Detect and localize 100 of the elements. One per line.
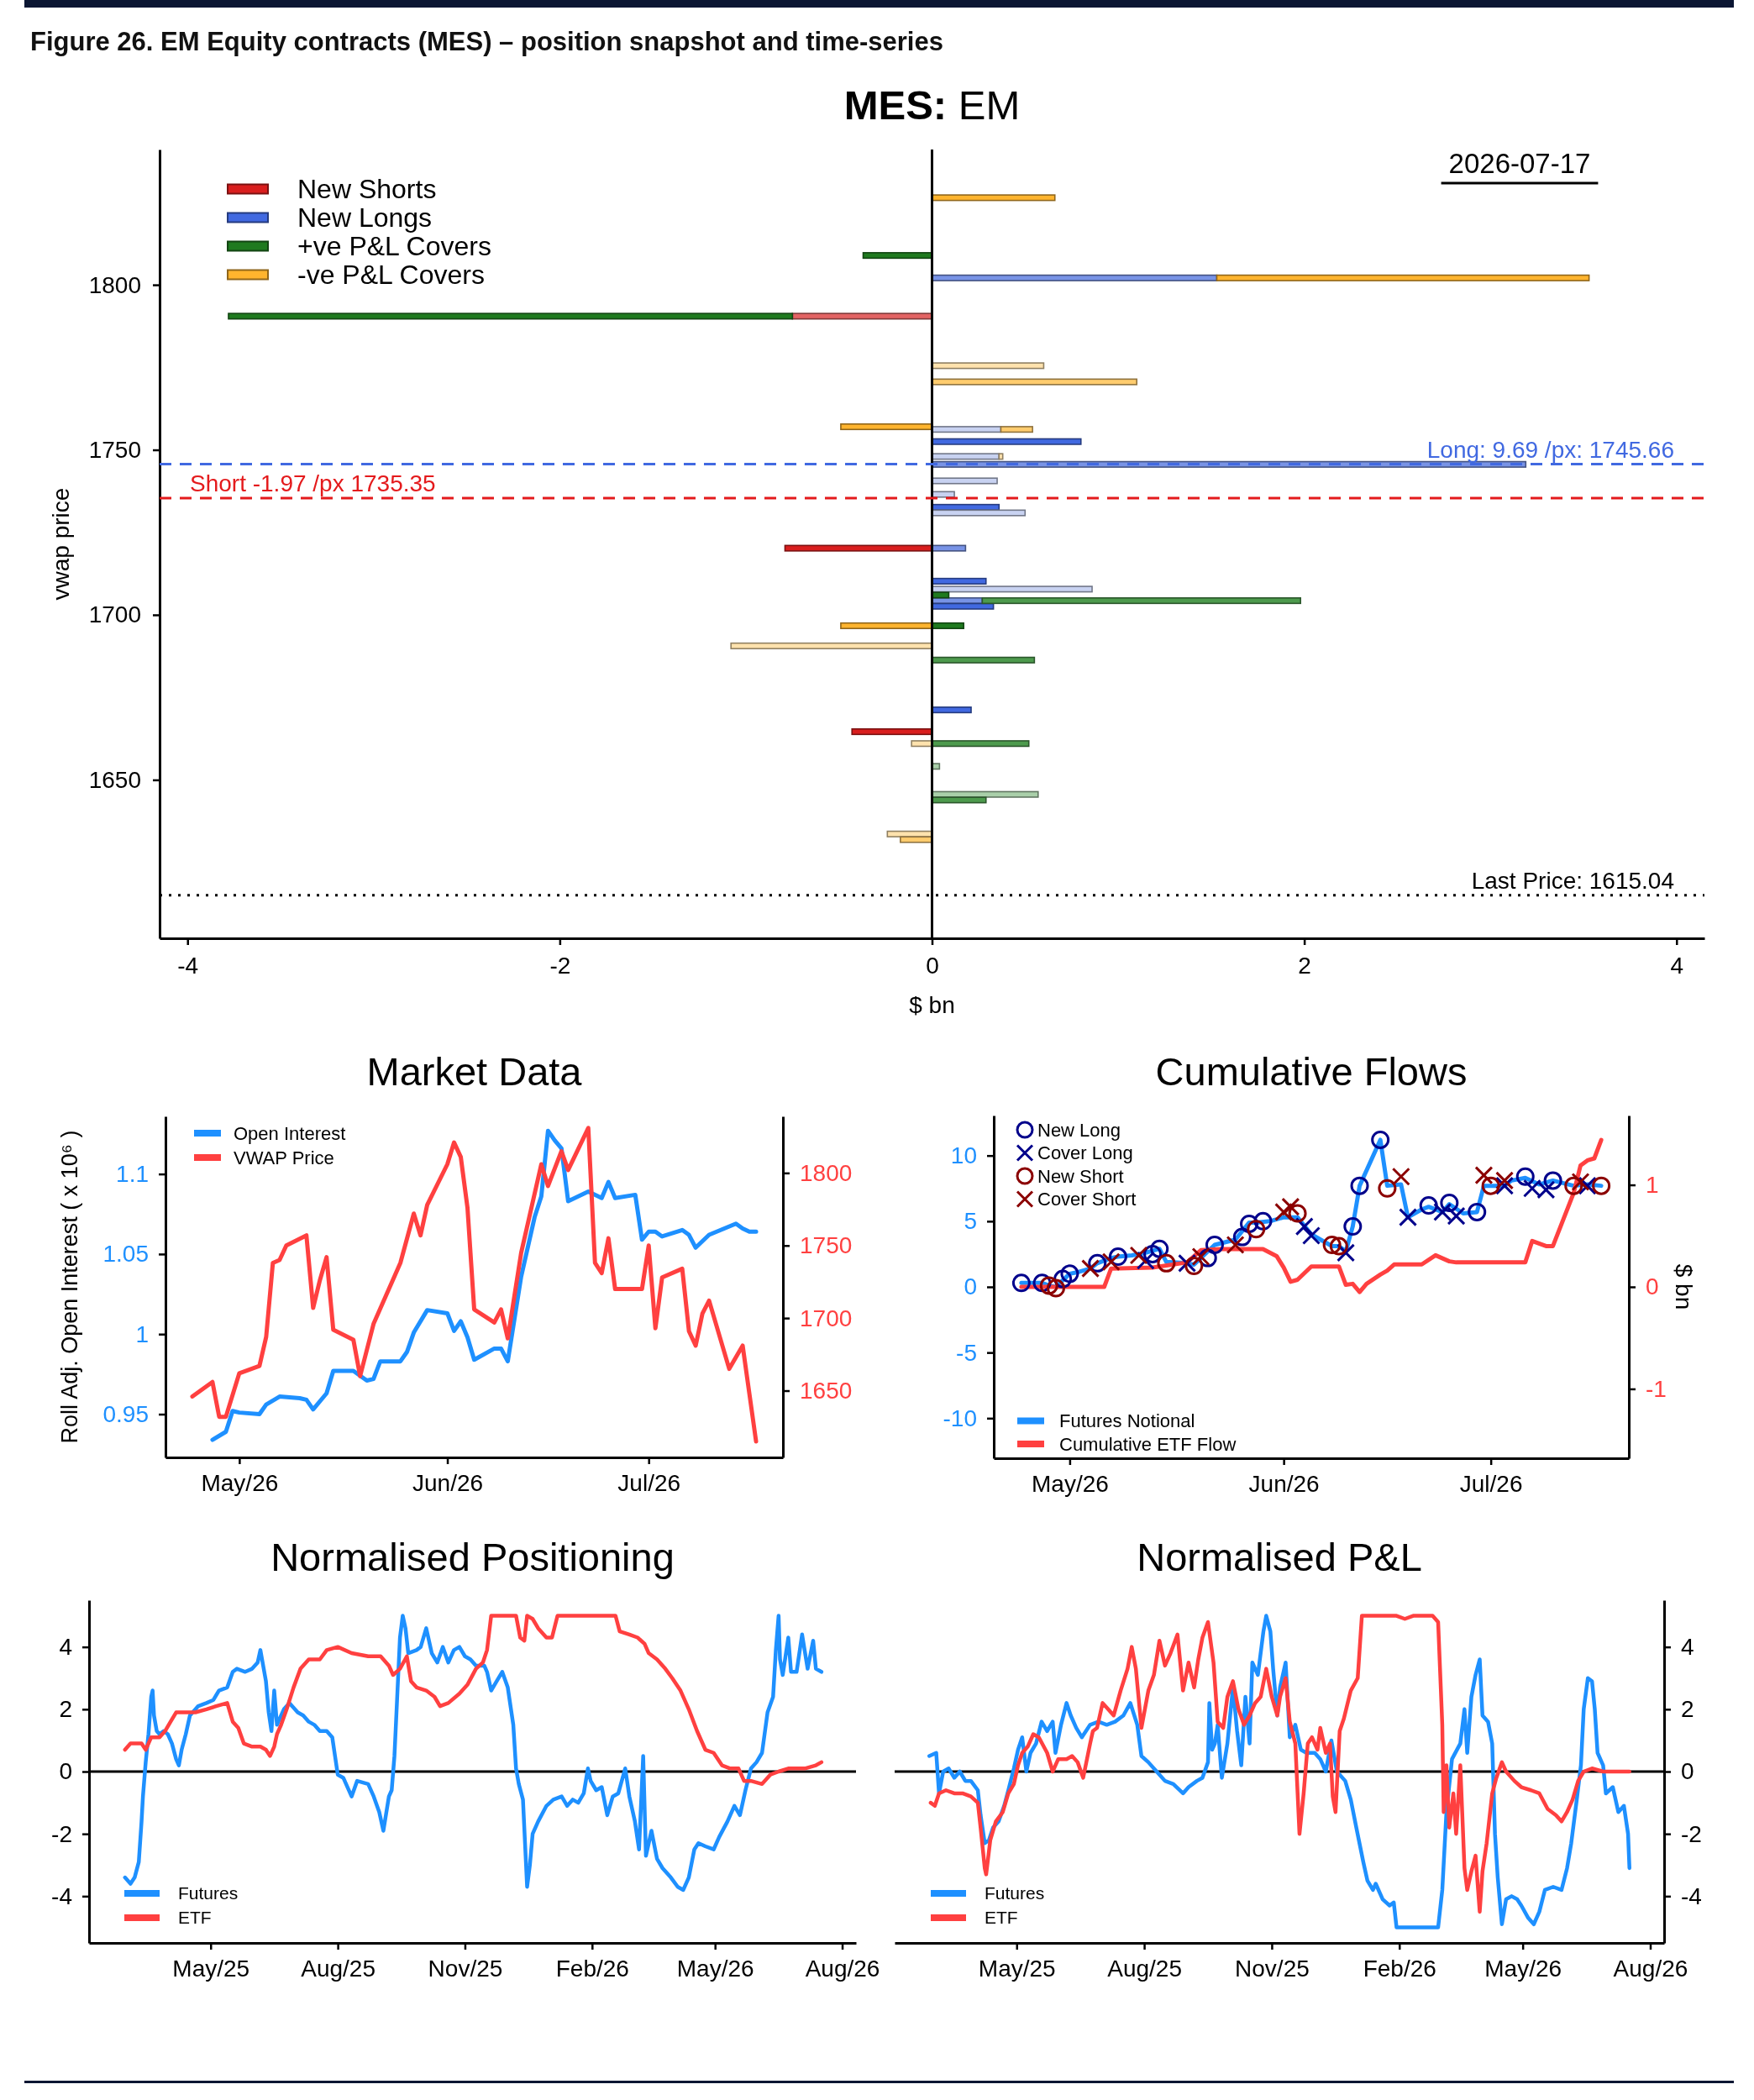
y-tick-label: 0	[59, 1758, 72, 1785]
y-tick-label: 1.1	[116, 1161, 149, 1188]
x-tick-label: Aug/26	[1613, 1955, 1688, 1982]
point	[1337, 1243, 1356, 1263]
point	[1322, 1235, 1342, 1254]
point	[1101, 1252, 1121, 1272]
point	[1564, 1176, 1583, 1195]
x-tick-label: Nov/25	[428, 1955, 503, 1982]
point	[1294, 1217, 1314, 1236]
x-tick-label: May/25	[172, 1955, 250, 1982]
legend-label: Futures Notional	[1059, 1410, 1195, 1432]
y-tick-label: -2	[51, 1820, 72, 1847]
x-tick-label: Aug/25	[301, 1955, 375, 1982]
point	[1343, 1217, 1363, 1236]
bar	[931, 577, 987, 585]
legend-label: VWAP Price	[234, 1147, 334, 1168]
legend-label: ETF	[985, 1908, 1018, 1928]
legend-label: ETF	[178, 1908, 212, 1928]
legend-label: Futures	[985, 1883, 1045, 1903]
point	[1011, 1273, 1031, 1293]
x-tick-label: 0	[926, 952, 939, 979]
y-tick-label: -10	[943, 1404, 977, 1431]
x-tick-label: Nov/25	[1235, 1955, 1310, 1982]
bar	[931, 453, 1000, 460]
x-tick-label: Jul/26	[617, 1469, 681, 1496]
y-tick-label: 1650	[88, 766, 141, 793]
point	[1371, 1130, 1390, 1149]
bar	[730, 642, 933, 649]
point	[1281, 1197, 1300, 1216]
y-tick-label: -5	[956, 1339, 977, 1366]
legend-label: New Long	[1037, 1119, 1121, 1141]
y-tick-label: 2	[59, 1696, 72, 1723]
bar	[931, 362, 1045, 370]
y2-tick-label: -4	[1681, 1882, 1702, 1909]
y-tick-label: 5	[964, 1208, 977, 1235]
point	[1205, 1235, 1224, 1254]
point	[1288, 1204, 1307, 1223]
point	[1039, 1276, 1058, 1295]
bar	[931, 796, 987, 804]
point	[1302, 1226, 1321, 1246]
x-tick-label: Feb/26	[1363, 1955, 1436, 1982]
y-tick-label: -4	[51, 1882, 72, 1909]
y-tick-label: 1750	[88, 436, 141, 463]
bar	[931, 656, 1036, 664]
y2-tick-label: -2	[1681, 1820, 1702, 1847]
ref-line-label: Long: 9.69 /px: 1745.66	[1426, 436, 1674, 463]
x-tick-label: May/26	[1031, 1470, 1109, 1497]
x-tick-label: Jul/26	[1459, 1470, 1523, 1497]
bar	[931, 378, 1138, 386]
x-tick-label: Feb/26	[555, 1955, 629, 1982]
annotation: 2026-07-17	[1448, 148, 1591, 179]
y-tick-label: 1.05	[102, 1241, 149, 1268]
point	[1240, 1214, 1259, 1233]
bar	[998, 453, 1004, 460]
bar	[791, 312, 933, 320]
point	[1468, 1202, 1487, 1221]
bar	[931, 477, 998, 485]
point	[1226, 1235, 1245, 1254]
x-tick-label: May/26	[1484, 1955, 1562, 1982]
y-tick-label: 1800	[88, 271, 141, 298]
legend-label: New Short	[1037, 1165, 1124, 1187]
y2-tick-label: 4	[1681, 1634, 1694, 1661]
point	[1081, 1259, 1100, 1278]
bar	[931, 602, 995, 610]
x-tick-label: 4	[1670, 952, 1684, 979]
bar	[1216, 274, 1590, 281]
x-tick-label: 2	[1298, 952, 1311, 979]
bar	[931, 426, 1002, 433]
bar	[911, 740, 933, 748]
y-axis-title: vwap price	[47, 487, 74, 601]
y-tick-label: 0.95	[102, 1401, 149, 1427]
y-tick-label: 0	[964, 1273, 977, 1300]
x-tick-label: May/26	[676, 1955, 754, 1982]
point	[1391, 1167, 1410, 1186]
point	[1378, 1179, 1397, 1198]
bar	[931, 622, 964, 629]
x-tick-label: Aug/26	[805, 1955, 880, 1982]
chart-title: MES: EM	[843, 82, 1021, 128]
point	[1495, 1171, 1515, 1190]
point	[1543, 1171, 1562, 1190]
legend-label: Cumulative ETF Flow	[1059, 1433, 1237, 1455]
y2-tick-label: 1650	[800, 1377, 853, 1404]
legend-label: -ve P&L Covers	[297, 260, 485, 291]
legend-label: Open Interest	[234, 1122, 346, 1144]
x-tick-label: -2	[549, 952, 571, 979]
point	[1253, 1211, 1273, 1231]
chart-title: Normalised P&L	[1137, 1535, 1422, 1579]
y2-axis-title: $ bn	[1671, 1263, 1698, 1310]
bar	[840, 423, 933, 431]
y2-tick-label: 1800	[800, 1159, 853, 1186]
bar	[1000, 426, 1033, 433]
x-tick-label: -4	[177, 952, 199, 979]
chart-title: Market Data	[366, 1049, 583, 1094]
text: Figure 26. EM Equity contracts (MES) – position snapshot and time-series	[30, 27, 943, 56]
bar	[851, 728, 933, 736]
legend-label: New Longs	[297, 202, 433, 234]
bar	[931, 438, 1082, 445]
legend-label: Futures	[178, 1883, 239, 1903]
point	[1329, 1236, 1348, 1256]
point	[1350, 1176, 1369, 1195]
